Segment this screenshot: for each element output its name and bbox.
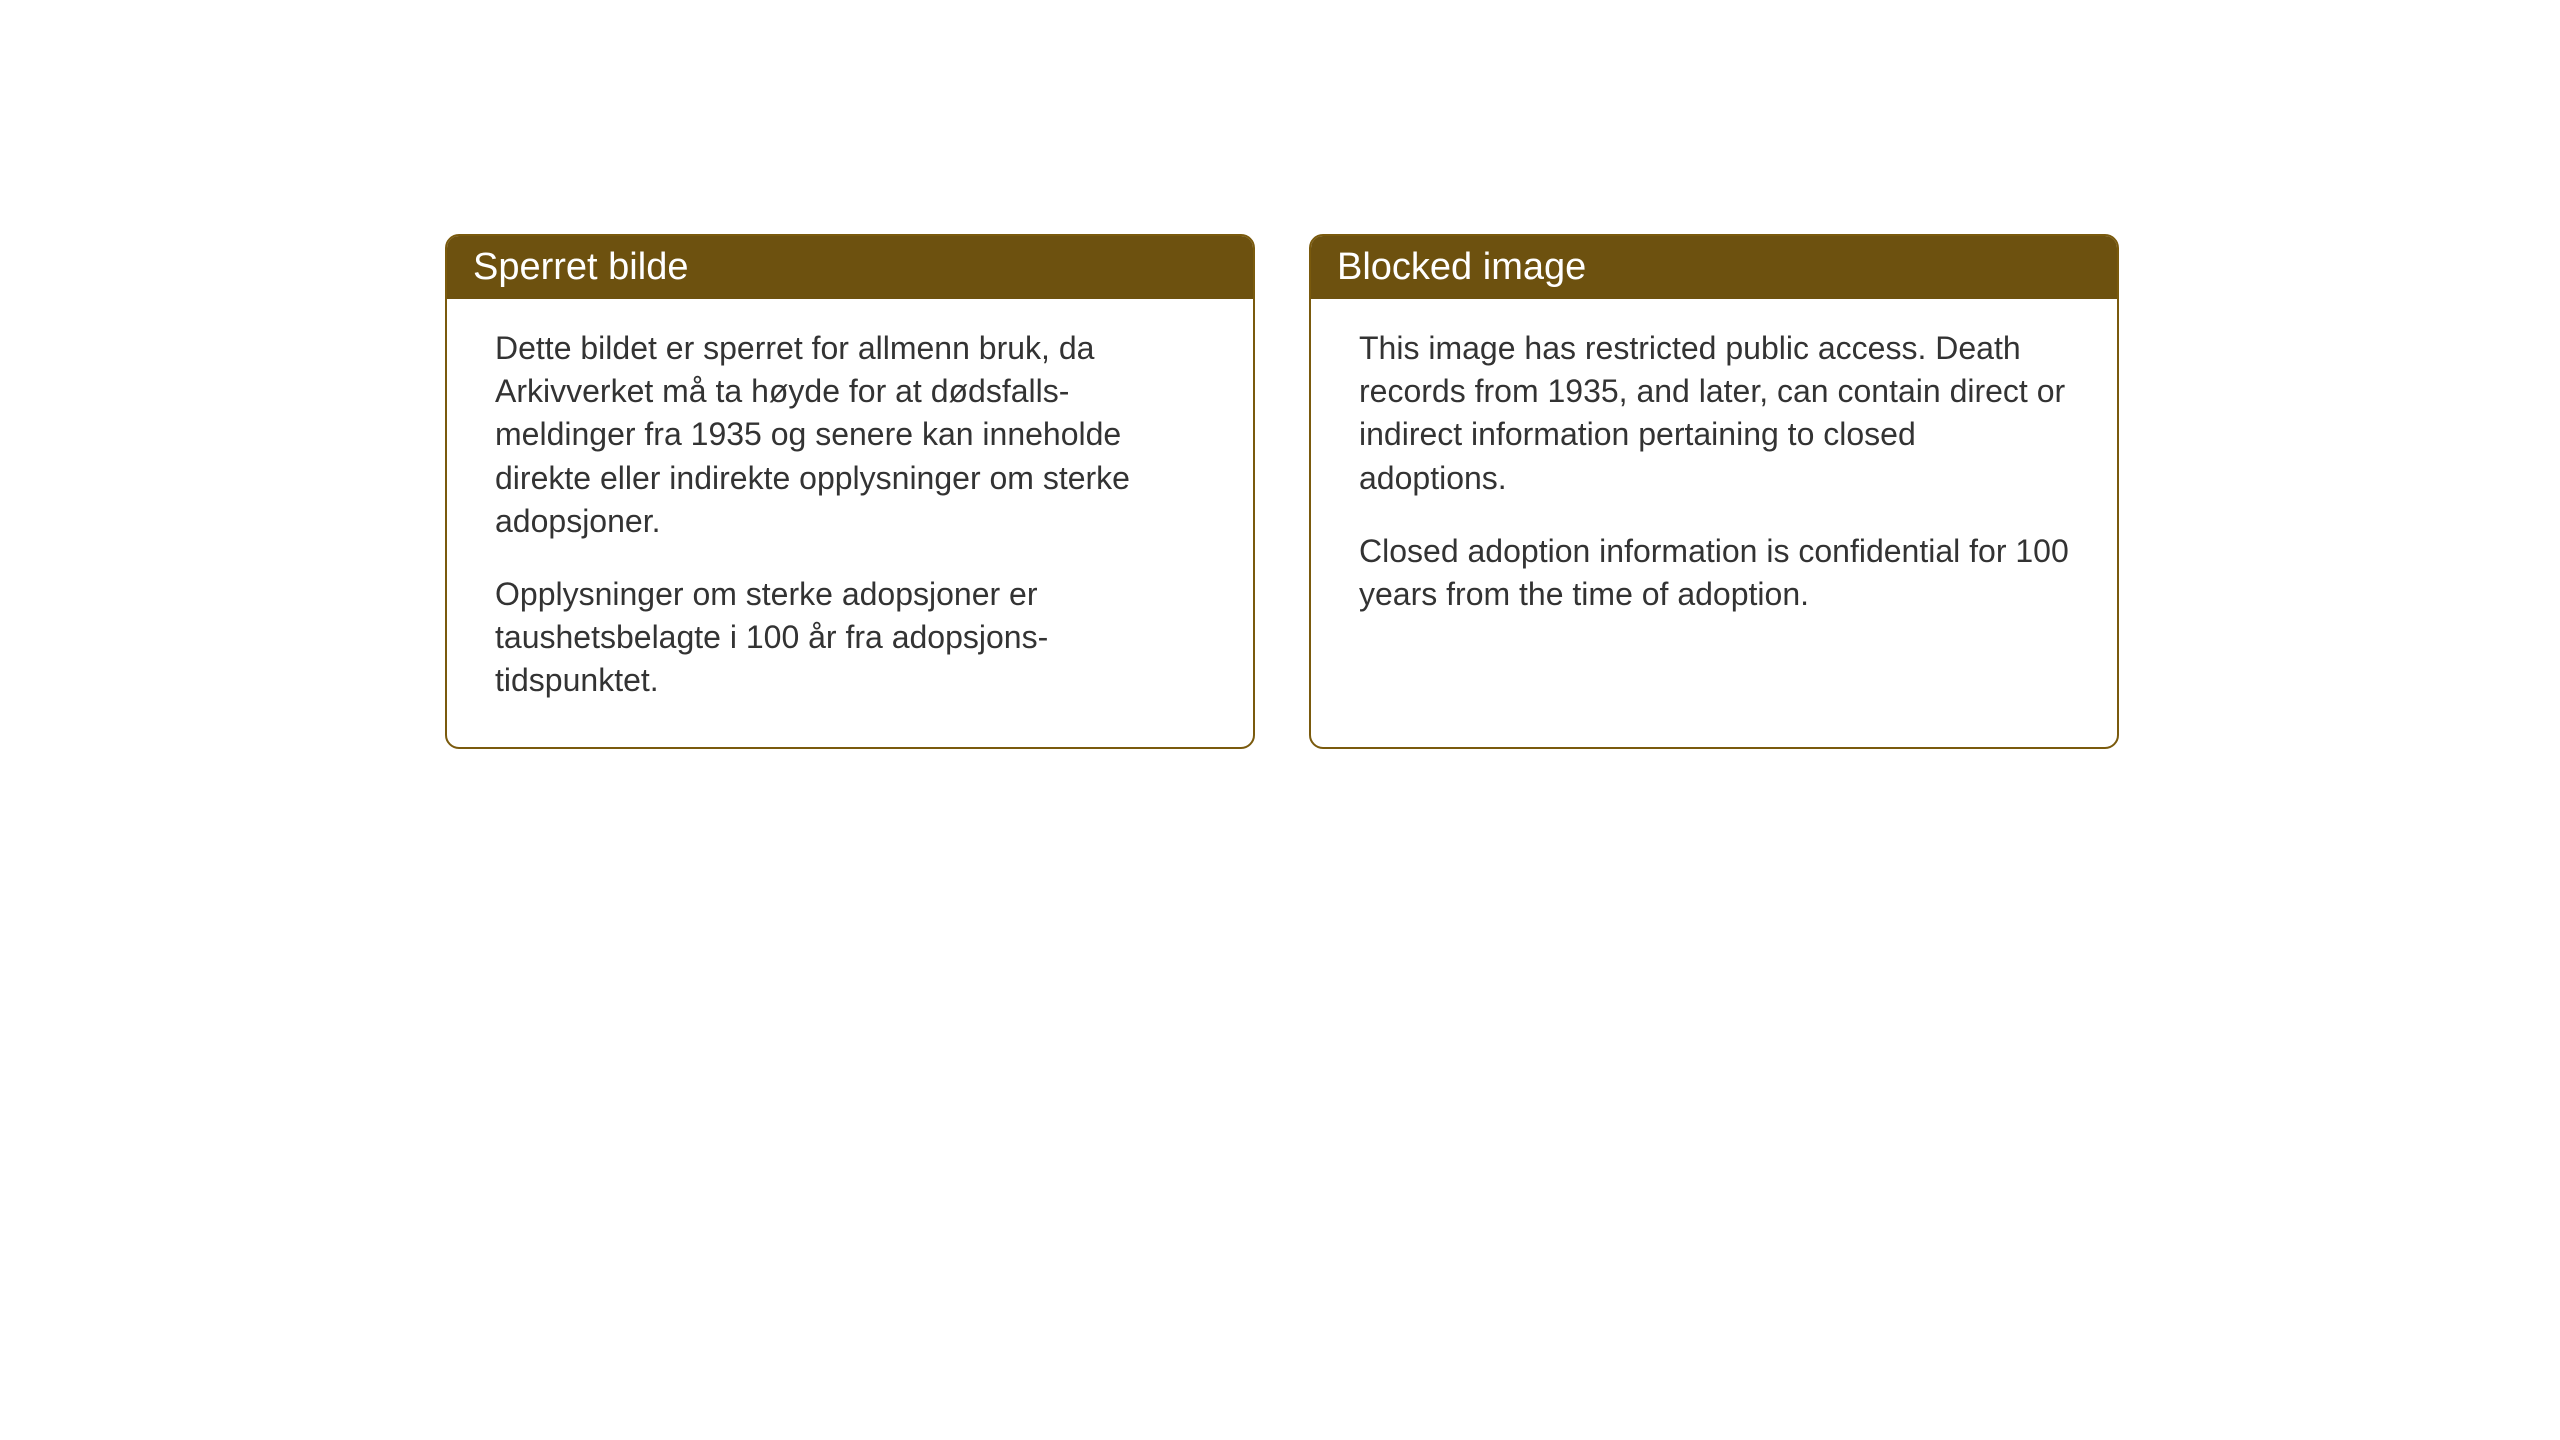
card-body-norwegian: Dette bildet er sperret for allmenn bruk…: [447, 299, 1253, 747]
notice-card-english: Blocked image This image has restricted …: [1309, 234, 2119, 749]
card-title-norwegian: Sperret bilde: [473, 246, 688, 288]
notice-container: Sperret bilde Dette bildet er sperret fo…: [445, 234, 2119, 749]
card-title-english: Blocked image: [1337, 246, 1586, 288]
card-paragraph1-norwegian: Dette bildet er sperret for allmenn bruk…: [495, 327, 1205, 543]
notice-card-norwegian: Sperret bilde Dette bildet er sperret fo…: [445, 234, 1255, 749]
card-header-norwegian: Sperret bilde: [447, 236, 1253, 299]
card-header-english: Blocked image: [1311, 236, 2117, 299]
card-paragraph1-english: This image has restricted public access.…: [1359, 327, 2069, 500]
card-paragraph2-english: Closed adoption information is confident…: [1359, 530, 2069, 616]
card-paragraph2-norwegian: Opplysninger om sterke adopsjoner er tau…: [495, 573, 1205, 703]
card-body-english: This image has restricted public access.…: [1311, 299, 2117, 660]
